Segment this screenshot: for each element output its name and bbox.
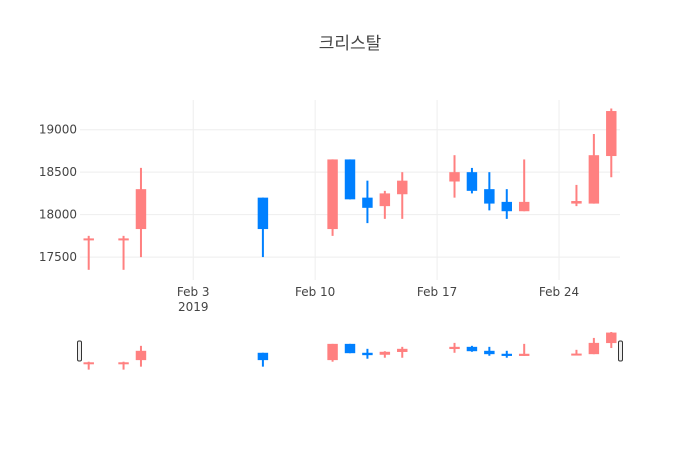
mini-candle [379,351,391,358]
mini-candle-body [606,332,617,344]
chart-title: 크리스탈 [319,34,382,54]
mini-candle-body [397,348,408,352]
candle-body [379,193,391,207]
mini-candle-body [327,343,338,361]
mini-candle [257,352,269,367]
candle-body [606,111,617,157]
candle-body [83,238,94,241]
y-tick-label: 18500 [39,165,77,179]
candle-increasing [449,155,460,198]
candle-body [118,238,129,241]
mini-candle-body [518,353,530,356]
mini-candle [83,361,94,370]
x-tick-label: Feb 24 [539,285,579,299]
y-tick-label: 18000 [39,208,77,222]
x-tick-label: Feb 3 [177,285,210,299]
candle-body [466,172,478,191]
mini-candle [466,345,478,352]
candle-increasing [606,108,617,178]
y-tick-label: 17500 [39,250,77,264]
mini-candle-body [379,351,391,355]
candle-body [257,197,269,230]
mini-candle [449,342,460,353]
candle-body [571,201,582,204]
candle-decreasing [501,189,512,219]
candle-body [588,155,600,204]
mini-candle-body [118,362,129,365]
candle-body [344,159,356,200]
mini-candle-body [344,343,356,354]
candle-body [327,159,338,230]
candle-body [518,201,530,212]
range-slider[interactable] [77,330,623,372]
candle-body [135,189,147,230]
candle-decreasing [466,167,478,194]
candle-decreasing [344,159,356,200]
mini-candle [344,343,356,354]
x-tick-sublabel: 2019 [178,300,209,314]
candle-body [362,197,373,208]
candle-body [501,201,512,212]
mini-candle-body [362,352,373,356]
mini-candle-body [135,350,147,361]
candle-decreasing [257,197,269,258]
mini-candle-body [588,342,600,355]
candle-increasing [588,133,600,204]
mini-candle [484,346,495,356]
candle-increasing [135,167,147,258]
mini-candle-body [466,346,478,352]
candle-decreasing [362,180,373,224]
candle-body [397,180,408,195]
mini-candle-body [449,346,460,350]
candle-increasing [83,235,94,270]
candle-increasing [327,159,338,236]
mini-candle [606,331,617,349]
range-slider-left-handle[interactable] [77,340,82,362]
range-slider-candles [83,331,617,370]
mini-candle-body [83,362,94,365]
y-tick-label: 19000 [39,123,77,137]
mini-candle-body [501,353,512,356]
candle-increasing [397,172,408,219]
candle-body [449,172,460,182]
candle-increasing [571,184,582,207]
mini-candle-body [571,353,582,356]
mini-candle-body [484,350,495,355]
range-slider-right-handle[interactable] [618,340,623,362]
mini-candle [118,361,129,370]
mini-candle [362,348,373,359]
mini-candle [518,343,530,356]
mini-candle [571,349,582,356]
candle-body [484,189,495,204]
candle-increasing [118,235,129,270]
mini-candle [501,350,512,358]
mini-candle [327,343,338,362]
mini-candle-body [257,352,269,361]
x-tick-label: Feb 17 [417,285,457,299]
candles [83,108,617,270]
mini-candle [135,345,147,367]
mini-candle [397,346,408,358]
mini-candle [588,337,600,355]
candle-increasing [518,159,530,212]
candle-decreasing [484,172,495,211]
candle-increasing [379,190,391,219]
x-tick-label: Feb 10 [295,285,335,299]
